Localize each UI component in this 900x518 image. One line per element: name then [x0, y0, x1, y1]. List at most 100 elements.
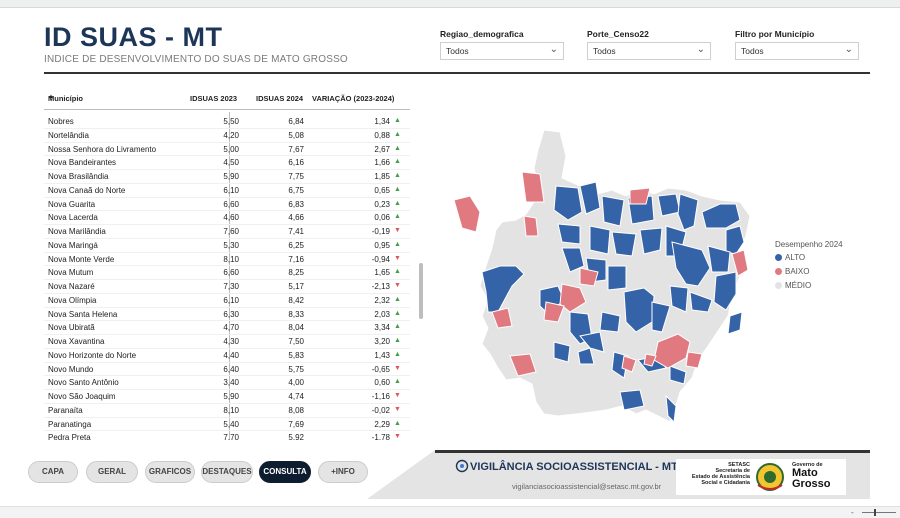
nav-button-capa[interactable]: CAPA — [28, 461, 78, 483]
cell-variacao: -0,94 — [371, 254, 390, 264]
table-row[interactable]: Novo São Joaquim 5,90 4,74 -1,16 ▼ — [44, 390, 410, 404]
table-row[interactable]: Nova Monte Verde 8,10 7,16 -0,94 ▼ — [44, 253, 410, 267]
cell-municipio: Nova Ubiratã — [48, 323, 95, 333]
chevron-down-icon: ⌄ — [549, 44, 558, 55]
footer-logos: SETASC Secretaria de Estado de Assistênc… — [676, 459, 846, 495]
table-row[interactable]: Nossa Senhora do Livramento 5,00 7,67 2,67 ▲ — [44, 143, 410, 157]
table-row[interactable]: Nova Ubiratã 4,70 8,04 3,34 ▲ — [44, 321, 410, 335]
eye-icon — [455, 459, 469, 478]
cell-municipio: Pedra Preta — [48, 433, 91, 440]
column-header-variacao[interactable]: VARIAÇÃO (2023-2024) — [312, 94, 395, 103]
cell-idsuas-2024: 6,25 — [288, 240, 304, 250]
map-regions-alto — [481, 181, 745, 424]
table-row[interactable]: Nova Nazaré 7,30 5,17 -2,13 ▼ — [44, 280, 410, 294]
cell-idsuas-2024: 5,92 — [288, 433, 304, 440]
footer-email[interactable]: vigilanciasocioassistencial@setasc.mt.go… — [512, 482, 662, 491]
cell-municipio: Nova Guarita — [48, 199, 96, 209]
cell-idsuas-2024: 7,50 — [288, 337, 304, 346]
table-row[interactable]: Novo Mundo 6,40 5,75 -0,65 ▼ — [44, 363, 410, 377]
table-row[interactable]: Nova Canaã do Norte 6,10 6,75 0,65 ▲ — [44, 184, 410, 198]
cell-variacao: 2,29 — [374, 419, 390, 429]
gov-small-text: Governo de — [792, 462, 823, 468]
zoom-slider-handle[interactable] — [874, 509, 876, 516]
cell-variacao: -0,02 — [371, 405, 390, 415]
cell-municipio: Nova Brasilândia — [48, 172, 109, 181]
table-row[interactable]: Nova Xavantina 4,30 7,50 3,20 ▲ — [44, 335, 410, 349]
nav-button-info[interactable]: +INFO — [318, 461, 368, 483]
cell-municipio: Nova Xavantina — [48, 337, 105, 346]
cell-municipio: Nova Maringá — [48, 240, 98, 250]
triangle-up-icon: ▲ — [394, 144, 401, 152]
legend-label-medio: MÉDIO — [785, 281, 812, 290]
triangle-up-icon: ▲ — [394, 378, 401, 386]
table-row[interactable]: Nova Mutum 6,60 8,25 1,65 ▲ — [44, 266, 410, 280]
table-row[interactable]: Novo Horizonte do Norte 4,40 5,83 1,43 ▲ — [44, 349, 410, 363]
table-row[interactable]: Paranaíta 8,10 8,08 -0,02 ▼ — [44, 404, 410, 418]
cell-municipio: Novo Santo Antônio — [48, 378, 119, 388]
triangle-down-icon: ▼ — [394, 405, 401, 413]
status-bar: - — [0, 506, 900, 518]
table-row[interactable]: Nova Brasilândia 5,90 7,75 1,85 ▲ — [44, 170, 410, 184]
filter-porte: Porte_Censo22 Todos ⌄ — [587, 29, 711, 60]
map-legend: Desempenho 2024 ALTO BAIXO MÉDIO — [775, 240, 843, 295]
column-header-idsuas-2024[interactable]: IDSUAS 2024 — [256, 94, 304, 103]
table-row[interactable]: Nova Guarita 6,60 6,83 0,23 ▲ — [44, 198, 410, 212]
table-scrollbar[interactable] — [419, 263, 423, 319]
zoom-slider[interactable] — [862, 512, 896, 513]
cell-municipio: Novo Mundo — [48, 364, 94, 374]
zoom-out-icon[interactable]: - — [851, 508, 854, 517]
table-row[interactable]: Nova Maringá 5,30 6,25 0,95 ▲ — [44, 239, 410, 253]
legend-dot-icon — [775, 254, 782, 261]
cell-idsuas-2024: 5,08 — [288, 130, 304, 140]
cell-variacao: -0,19 — [371, 227, 390, 236]
filter-porte-dropdown[interactable]: Todos ⌄ — [587, 42, 711, 60]
chevron-down-icon: ⌄ — [696, 44, 705, 55]
cell-idsuas-2023: 6,40 — [223, 364, 239, 374]
legend-item-medio[interactable]: MÉDIO — [775, 281, 843, 290]
table-row[interactable]: Novo Santo Antônio 3,40 4,00 0,60 ▲ — [44, 376, 410, 390]
cell-variacao: 0,95 — [374, 240, 390, 250]
filter-municipio-dropdown[interactable]: Todos ⌄ — [735, 42, 859, 60]
filter-regiao-dropdown[interactable]: Todos ⌄ — [440, 42, 564, 60]
table-row[interactable]: Nova Santa Helena 6,30 8,33 2,03 ▲ — [44, 308, 410, 322]
cell-idsuas-2023: 4,40 — [223, 350, 239, 360]
table-row[interactable]: Paranatinga 5,40 7,69 2,29 ▲ — [44, 418, 410, 432]
triangle-up-icon: ▲ — [394, 323, 401, 331]
triangle-down-icon: ▼ — [394, 392, 401, 399]
column-header-municipio[interactable]: Município — [48, 94, 83, 103]
triangle-up-icon: ▲ — [394, 268, 401, 276]
cell-idsuas-2023: 5,30 — [223, 240, 239, 250]
cell-idsuas-2024: 8,25 — [288, 268, 304, 278]
legend-label-alto: ALTO — [785, 253, 806, 262]
nav-button-consulta[interactable]: CONSULTA — [259, 461, 311, 483]
cell-variacao: -2,13 — [371, 282, 390, 291]
cell-idsuas-2023: 5,00 — [223, 144, 239, 154]
cell-idsuas-2023: 7,70 — [223, 433, 239, 440]
legend-item-alto[interactable]: ALTO — [775, 253, 843, 262]
table-row[interactable]: Nova Lacerda 4,60 4,66 0,06 ▲ — [44, 211, 410, 225]
table-row[interactable]: Nortelândia 4,20 5,08 0,88 ▲ — [44, 129, 410, 143]
filter-municipio: Filtro por Município Todos ⌄ — [735, 29, 859, 60]
cell-idsuas-2023: 7,60 — [223, 227, 239, 236]
cell-municipio: Nova Marilândia — [48, 227, 106, 236]
nav-button-destaques[interactable]: DESTAQUES — [201, 461, 253, 483]
nav-button-geral[interactable]: GERAL — [86, 461, 138, 483]
triangle-up-icon: ▲ — [394, 419, 401, 427]
cell-variacao: 1,66 — [374, 158, 390, 168]
triangle-up-icon: ▲ — [394, 185, 401, 193]
table-row[interactable]: Nobres 5,50 6,84 1,34 ▲ — [44, 115, 410, 129]
table-row[interactable]: Nova Bandeirantes 4,50 6,16 1,66 ▲ — [44, 156, 410, 170]
mato-grosso-map[interactable] — [440, 116, 760, 436]
column-header-idsuas-2023[interactable]: IDSUAS 2023 — [190, 94, 238, 103]
cell-idsuas-2023: 4,50 — [223, 158, 239, 168]
table-row[interactable]: Pedra Preta 7,70 5,92 -1,78 ▼ — [44, 431, 410, 440]
table-row[interactable]: Nova Olímpia 6,10 8,42 2,32 ▲ — [44, 294, 410, 308]
cell-idsuas-2023: 6,60 — [223, 199, 239, 209]
table-row[interactable]: Nova Marilândia 7,60 7,41 -0,19 ▼ — [44, 225, 410, 239]
cell-idsuas-2023: 8,10 — [223, 405, 239, 415]
filter-regiao-label: Regiao_demografica — [440, 29, 524, 39]
legend-item-baixo[interactable]: BAIXO — [775, 267, 843, 276]
nav-button-graficos[interactable]: GRAFICOS — [145, 461, 195, 483]
cell-idsuas-2024: 6,75 — [288, 185, 304, 195]
cell-variacao: 1,43 — [374, 350, 390, 360]
